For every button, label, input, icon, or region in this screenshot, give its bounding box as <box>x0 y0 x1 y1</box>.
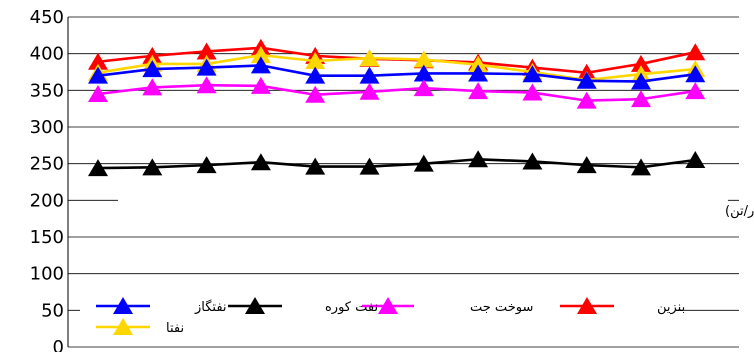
data-point-marker <box>305 157 326 175</box>
data-point-marker <box>196 42 217 60</box>
data-point-marker <box>468 64 489 82</box>
data-point-marker <box>142 158 163 176</box>
data-point-marker <box>685 43 706 61</box>
data-point-marker <box>631 54 651 72</box>
y-tick-label: 250 <box>30 154 64 175</box>
data-point-marker <box>413 64 434 82</box>
data-point-marker <box>196 58 217 76</box>
data-point-marker <box>685 82 706 100</box>
data-point-marker <box>305 85 326 103</box>
legend-label: بنزین <box>657 300 685 315</box>
legend: بنزین سوخت جت نفت کوره نفتگاز نفتا <box>96 297 685 336</box>
data-point-marker <box>359 82 380 100</box>
data-point-marker <box>88 85 108 102</box>
y-axis: 0 50 100 150 200 250 300 350 400 450 <box>30 7 69 352</box>
data-point-marker <box>142 78 163 96</box>
y-tick-label: 200 <box>30 190 64 211</box>
data-point-marker <box>576 156 597 174</box>
data-point-marker <box>250 56 271 74</box>
series-line <box>97 83 696 102</box>
legend-label: سوخت جت <box>470 300 533 315</box>
data-point-marker <box>88 66 108 84</box>
legend-label: نفت کوره <box>325 300 378 315</box>
y-tick-label: 50 <box>41 300 64 321</box>
data-point-marker <box>250 153 271 171</box>
legend-background <box>80 290 677 336</box>
data-point-marker <box>468 150 489 168</box>
data-point-marker <box>576 91 597 109</box>
data-point-marker <box>359 49 380 67</box>
data-point-marker <box>142 60 163 78</box>
data-point-marker <box>413 154 434 172</box>
chart-annotation: قیمت روزانه فرآورده های نفتی در بازار سن… <box>725 202 754 219</box>
legend-swatch-marker <box>113 318 133 335</box>
legend-swatch-marker <box>245 297 265 314</box>
data-point-marker <box>522 83 543 101</box>
y-tick-label: 100 <box>30 264 64 285</box>
data-point-marker <box>468 82 489 100</box>
annotation-background <box>118 199 728 223</box>
data-point-marker <box>413 79 434 97</box>
data-point-marker <box>576 71 597 89</box>
data-point-marker <box>631 72 651 90</box>
y-tick-label: 400 <box>30 44 64 65</box>
data-point-marker <box>250 46 271 64</box>
data-point-marker <box>359 157 380 175</box>
data-point-marker <box>250 76 271 94</box>
legend-label: نفتا <box>166 321 184 336</box>
series-line <box>97 53 696 82</box>
data-point-marker <box>631 158 651 176</box>
series-line <box>97 64 696 83</box>
series-layer <box>88 38 706 177</box>
data-point-marker <box>685 151 706 168</box>
y-tick-label: 350 <box>30 80 64 101</box>
data-point-marker <box>522 65 543 83</box>
data-point-marker <box>359 66 380 84</box>
data-point-marker <box>522 152 543 170</box>
legend-swatch-marker <box>577 297 597 314</box>
data-point-marker <box>88 159 108 177</box>
data-point-marker <box>685 65 706 83</box>
series-line <box>97 157 696 170</box>
data-point-marker <box>631 90 651 108</box>
data-point-marker <box>305 66 326 84</box>
legend-swatch-marker <box>113 297 133 314</box>
y-tick-label: 0 <box>53 337 64 352</box>
y-tick-label: 300 <box>30 117 64 138</box>
data-point-marker <box>413 50 434 68</box>
y-tick-label: 150 <box>30 227 64 248</box>
legend-swatch-marker <box>378 297 398 314</box>
y-tick-label: 450 <box>30 7 64 28</box>
data-point-marker <box>88 52 108 70</box>
data-point-marker <box>196 156 217 174</box>
legend-label: نفتگاز <box>194 299 227 315</box>
data-point-marker <box>305 52 326 69</box>
data-point-marker <box>196 76 217 94</box>
data-point-marker <box>468 55 489 73</box>
